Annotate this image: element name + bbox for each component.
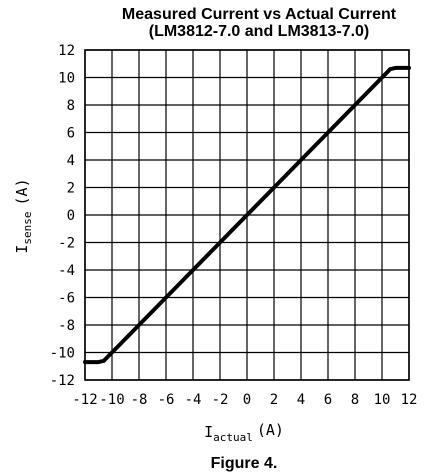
y-tick-label: 0: [67, 208, 75, 224]
y-tick-label: 2: [67, 181, 75, 197]
x-tick-label: 0: [243, 392, 251, 408]
x-tick-label: -10: [99, 392, 124, 408]
y-axis-ticks: 12 10 8 6 4 2 0 -2 -4 -6 -8 -10 -12: [50, 43, 75, 389]
y-tick-label: 8: [67, 98, 75, 114]
y-tick-label: -2: [58, 236, 75, 252]
x-tick-label: -8: [131, 392, 148, 408]
y-axis-label: Isense (A): [13, 178, 34, 253]
y-axis-label-main: I: [13, 245, 31, 254]
y-tick-label: 6: [67, 126, 75, 142]
x-tick-label: -2: [212, 392, 229, 408]
x-axis-ticks: -12 -10 -8 -6 -4 -2 0 2 4 6 8 10 12: [72, 392, 417, 408]
x-tick-label: 6: [324, 392, 332, 408]
y-tick-label: 10: [58, 71, 75, 87]
plot-frame: [84, 49, 410, 381]
chart-title-line1: Measured Current vs Actual Current: [122, 6, 397, 23]
x-axis-label-unit: (A): [257, 421, 284, 439]
chart-title-line2: (LM3812-7.0 and LM3813-7.0): [149, 23, 370, 40]
x-tick-label: -12: [72, 392, 97, 408]
x-tick-label: 4: [297, 392, 305, 408]
y-axis-label-sub: sense: [21, 211, 34, 244]
y-tick-label: -12: [50, 373, 75, 389]
x-tick-label: -6: [158, 392, 175, 408]
x-tick-label: 8: [351, 392, 359, 408]
figure-caption: Figure 4.: [211, 455, 278, 472]
y-axis-label-unit: (A): [13, 178, 31, 205]
y-tick-label: -8: [58, 318, 75, 334]
y-tick-label: 12: [58, 43, 75, 59]
y-tick-label: 4: [67, 153, 75, 169]
y-tick-label: -10: [50, 346, 75, 362]
x-axis-label: Iactual (A): [204, 421, 284, 444]
x-tick-label: 12: [401, 392, 418, 408]
y-tick-label: -6: [58, 291, 75, 307]
x-tick-label: -4: [185, 392, 202, 408]
x-tick-label: 10: [374, 392, 391, 408]
y-tick-label: -4: [58, 263, 75, 279]
x-axis-label-sub: actual: [213, 431, 253, 444]
x-axis-label-main: I: [204, 423, 213, 441]
series-line: [83, 65, 411, 365]
x-tick-label: 2: [270, 392, 278, 408]
